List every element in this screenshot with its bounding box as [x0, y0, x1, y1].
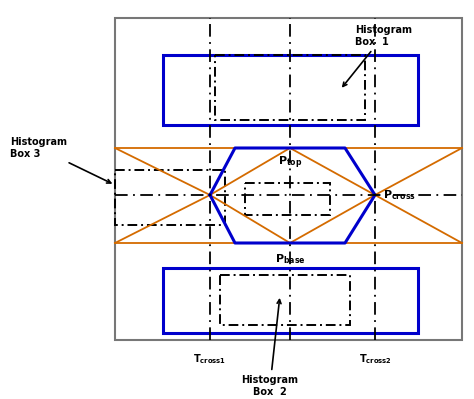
Text: $\mathregular{T_{cross2}}$: $\mathregular{T_{cross2}}$: [358, 352, 392, 366]
Bar: [245, 183, 330, 215]
Text: Histogram
Box  2: Histogram Box 2: [241, 300, 299, 397]
Text: $\mathregular{T_{cross1}}$: $\mathregular{T_{cross1}}$: [193, 352, 227, 366]
Text: $\mathregular{P_{base}}$: $\mathregular{P_{base}}$: [274, 252, 305, 266]
Bar: [220, 275, 350, 325]
Bar: [163, 268, 418, 333]
Bar: [115, 18, 462, 340]
Text: $\mathregular{P_{cross}}$: $\mathregular{P_{cross}}$: [383, 188, 416, 202]
Text: Histogram
Box 3: Histogram Box 3: [10, 137, 111, 183]
Bar: [115, 170, 225, 225]
Bar: [215, 55, 365, 120]
Text: Histogram
Box  1: Histogram Box 1: [343, 25, 412, 86]
Bar: [163, 55, 418, 125]
Text: $\mathregular{P_{top}}$: $\mathregular{P_{top}}$: [278, 155, 302, 172]
